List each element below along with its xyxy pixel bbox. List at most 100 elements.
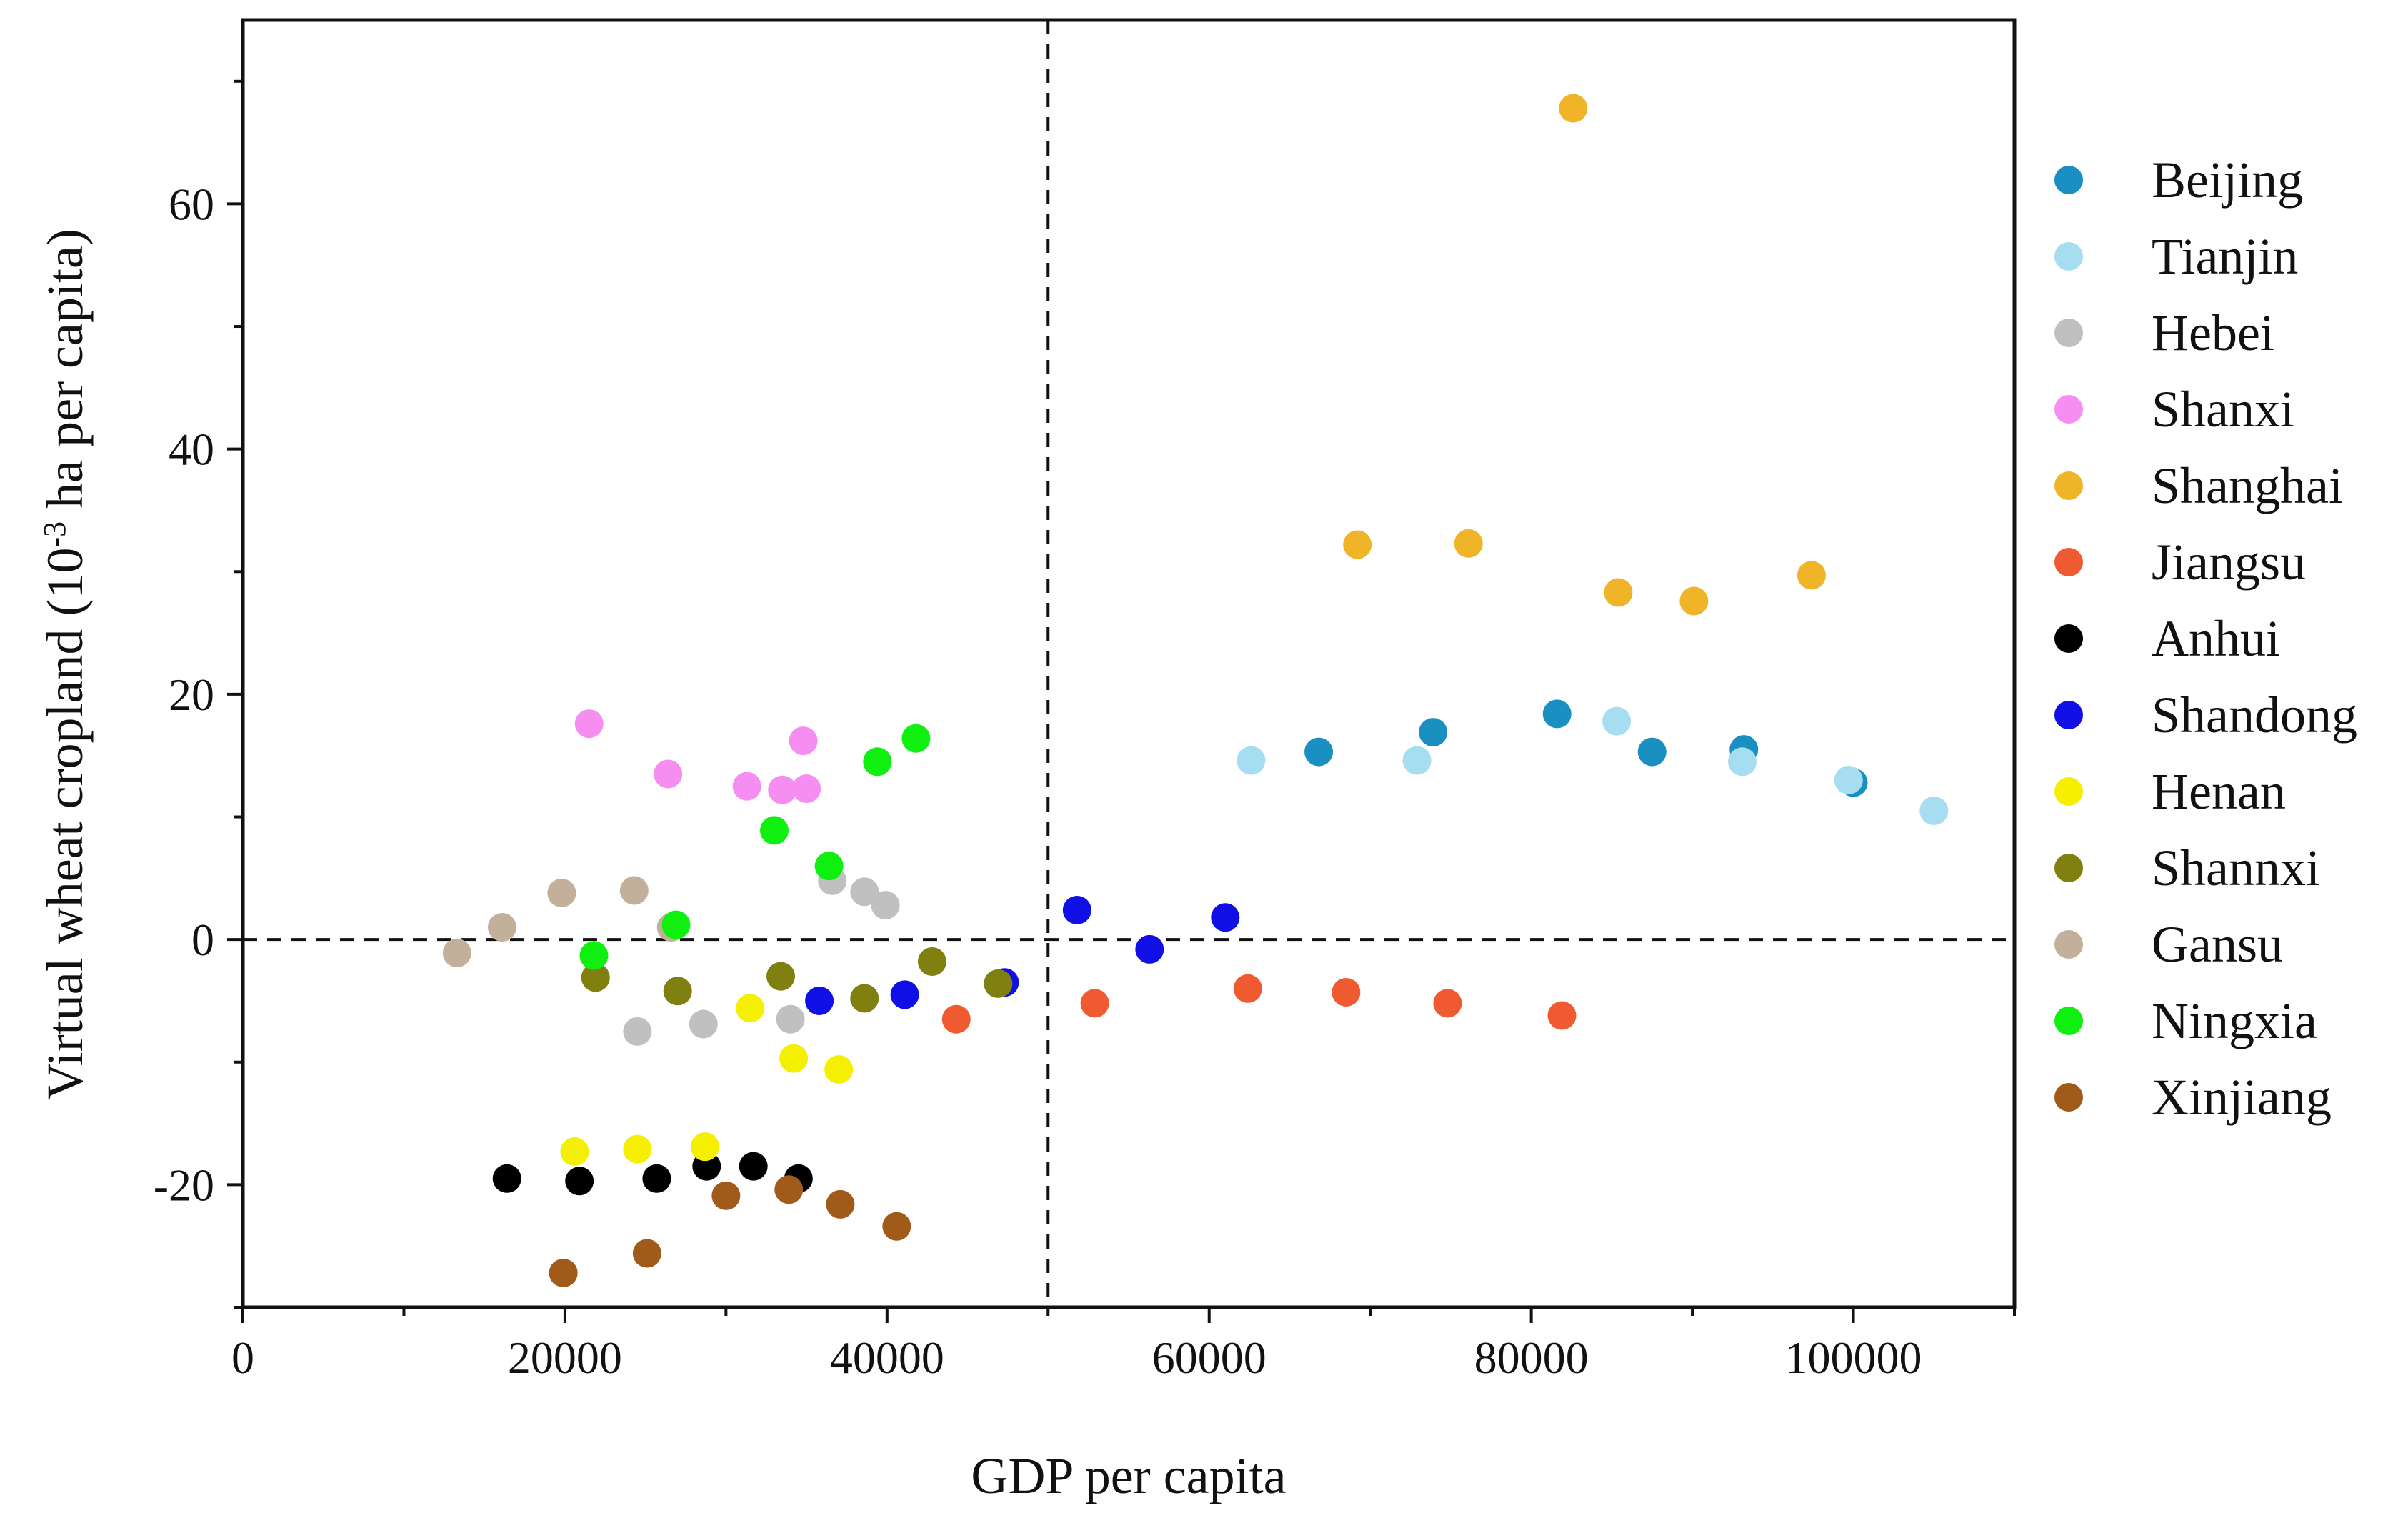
legend-marker — [2054, 701, 2083, 729]
data-point — [863, 747, 892, 777]
data-point — [547, 878, 576, 907]
y-axis-label: Virtual wheat cropland (10-3 ha per capi… — [36, 229, 94, 1100]
series-shannxi — [581, 947, 1013, 1013]
data-point — [711, 1181, 741, 1210]
data-point — [574, 709, 604, 739]
data-point — [691, 1132, 720, 1162]
legend-item-beijing: Beijing — [2054, 151, 2303, 209]
data-point — [814, 852, 844, 881]
data-point — [581, 963, 610, 992]
data-point — [779, 1044, 809, 1073]
data-point — [739, 1152, 768, 1181]
legend-item-shanghai: Shanghai — [2054, 457, 2343, 514]
axis-tick-labels: 0 20000 40000 60000 80000 100000 -20 0 20 40 60 — [154, 179, 1922, 1383]
data-points — [442, 94, 1949, 1287]
legend-marker — [2054, 1083, 2083, 1112]
data-point — [901, 724, 931, 753]
y-axis-label-prefix: Virtual wheat cropland (10 — [36, 548, 94, 1100]
legend-label: Shandong — [2152, 686, 2357, 744]
series-gansu — [442, 876, 686, 968]
x-axis-label: GDP per capita — [971, 1447, 1286, 1504]
data-point — [1402, 746, 1432, 775]
y-tick-label: 0 — [191, 914, 214, 965]
data-point — [1454, 529, 1483, 558]
data-point — [760, 816, 789, 845]
data-point — [1602, 706, 1632, 736]
data-point — [1433, 989, 1462, 1018]
data-point — [805, 986, 834, 1015]
legend-marker — [2054, 777, 2083, 806]
data-point — [792, 774, 821, 804]
data-point — [766, 962, 796, 991]
data-point — [1797, 561, 1826, 590]
data-point — [623, 1017, 652, 1046]
legend-item-gansu: Gansu — [2054, 916, 2283, 973]
data-point — [1237, 746, 1266, 775]
data-point — [850, 984, 879, 1013]
data-point — [917, 947, 946, 977]
legend-label: Jiangsu — [2152, 534, 2306, 591]
series-ningxia — [579, 724, 931, 970]
data-point — [1727, 747, 1757, 777]
x-tick-label: 40000 — [830, 1332, 944, 1383]
data-point — [1542, 699, 1572, 729]
legend-item-shanxi: Shanxi — [2054, 381, 2294, 438]
data-point — [1919, 796, 1949, 825]
legend-label: Beijing — [2152, 151, 2303, 209]
data-point — [579, 941, 609, 970]
data-point — [774, 1175, 804, 1204]
legend-marker — [2054, 166, 2083, 194]
x-tick-label: 20000 — [508, 1332, 622, 1383]
data-point — [850, 877, 879, 907]
data-point — [1080, 989, 1109, 1018]
x-tick-label: 100000 — [1785, 1332, 1922, 1383]
plot-frame — [241, 18, 2017, 1309]
data-point — [871, 891, 900, 920]
data-point — [1343, 530, 1372, 559]
data-point — [565, 1167, 594, 1196]
data-point — [442, 939, 471, 968]
y-tick-label: 40 — [169, 424, 214, 475]
legend-item-ningxia: Ningxia — [2054, 992, 2317, 1049]
legend-item-hebei: Hebei — [2054, 304, 2274, 361]
legend-label: Shanghai — [2152, 457, 2343, 514]
y-tick-label: -20 — [154, 1159, 214, 1210]
series-henan — [560, 994, 854, 1167]
data-point — [1062, 895, 1091, 924]
y-tick-label: 20 — [169, 669, 214, 720]
y-axis-label-suffix: ha per capita) — [36, 229, 94, 521]
data-point — [941, 1004, 971, 1034]
data-point — [1135, 934, 1164, 964]
data-point — [689, 1009, 718, 1039]
data-point — [1559, 94, 1588, 123]
legend-item-xinjiang: Xinjiang — [2054, 1069, 2332, 1126]
data-point — [663, 977, 692, 1006]
y-tick-label: 60 — [169, 179, 214, 229]
data-point — [1547, 1001, 1577, 1030]
data-point — [789, 726, 818, 756]
data-point — [1419, 718, 1448, 747]
legend-label: Anhui — [2152, 610, 2280, 667]
legend-marker — [2054, 930, 2083, 959]
legend-label: Shannxi — [2152, 839, 2320, 897]
data-point — [492, 1164, 521, 1193]
data-point — [1332, 977, 1361, 1007]
legend-label: Tianjin — [2152, 228, 2298, 285]
data-point — [1637, 737, 1667, 767]
data-point — [882, 1212, 911, 1241]
series-shanxi — [574, 709, 821, 804]
legend-marker — [2054, 854, 2083, 882]
axis-ticks — [227, 79, 2016, 1323]
data-point — [732, 772, 761, 801]
legend-item-anhui: Anhui — [2054, 610, 2280, 667]
y-axis-label-superscript: -3 — [37, 521, 72, 548]
data-point — [1834, 766, 1863, 795]
data-point — [654, 759, 683, 789]
legend-item-tianjin: Tianjin — [2054, 228, 2298, 285]
legend-marker — [2054, 624, 2083, 653]
data-point — [1679, 586, 1709, 616]
reference-lines — [243, 20, 2014, 1307]
legend-label: Xinjiang — [2152, 1069, 2332, 1126]
legend-label: Gansu — [2152, 916, 2283, 973]
